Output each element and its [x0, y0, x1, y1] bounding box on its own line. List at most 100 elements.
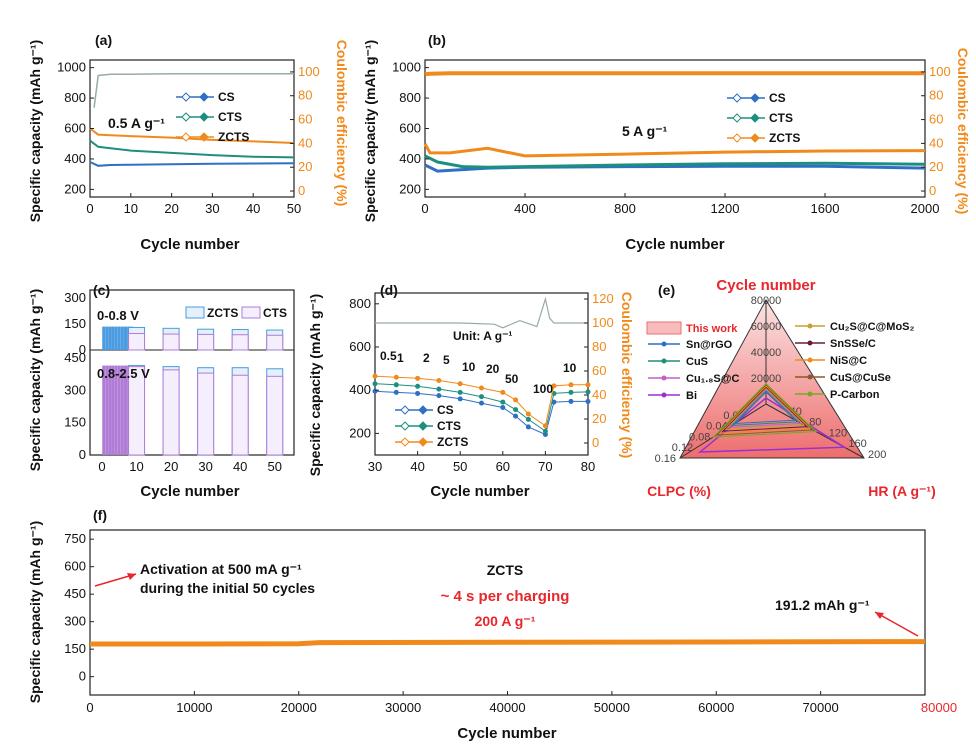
panel-c-early-bar: [108, 365, 112, 455]
panel-c-legend-cts: CTS: [263, 306, 287, 320]
panel-e-legend-marker: [661, 375, 667, 381]
panel-b-y2-tick-label: 40: [929, 135, 943, 150]
panel-e-series-polygon: [712, 382, 818, 438]
panel-b-x-tick-label: 0: [421, 201, 428, 216]
panel-f-y-tick-label: 450: [64, 586, 86, 601]
panel-a-x-tick-label: 20: [164, 201, 178, 216]
panel-b-y2-tick-label: 60: [929, 112, 943, 127]
panel-c-legend-zcts-swatch: [185, 306, 205, 319]
panel-e-cycle-tick: 20000: [751, 373, 782, 385]
panel-a-legend-CTS-marker-open: [181, 112, 191, 122]
panel-f-initial: during the initial 50 cycles: [140, 580, 315, 596]
panel-e-legend-item: Bi: [686, 390, 697, 402]
panel-f-x-tick-label: 50000: [594, 700, 630, 715]
panel-f-y-tick-label: 300: [64, 614, 86, 629]
panel-d-y2-tick-label: 60: [592, 363, 606, 378]
panel-c-early-bar: [102, 365, 106, 455]
panel-a-y2-tick-label: 60: [298, 112, 312, 127]
panel-d-legend-CTS-label: CTS: [437, 419, 461, 433]
panel-a-x-tick-label: 50: [287, 201, 301, 216]
panel-e-hr-tick: 120: [829, 427, 847, 439]
panel-b-series-CTS: [424, 154, 926, 169]
panel-e-legend-marker: [661, 392, 667, 398]
panel-e-this-work-area: [679, 299, 865, 459]
panel-b-x-tick-label: 1200: [711, 201, 740, 216]
panel-a-y2-tick-label: 0: [298, 183, 305, 198]
panel-b-label: (b): [428, 32, 446, 48]
panel-d-y-tick-label: 200: [349, 425, 371, 440]
panel-c-bottom-tick-label: 150: [64, 415, 86, 430]
panel-d-x-tick-label: 60: [496, 459, 510, 474]
panel-d-legend-CS-marker-filled: [418, 405, 428, 415]
panel-e-legend-this-work-swatch: [646, 321, 682, 335]
panel-d-x-tick-label: 40: [410, 459, 424, 474]
panel-b-y2-tick-label: 20: [929, 159, 943, 174]
panel-a-x-tick-label: 10: [124, 201, 138, 216]
panel-e-axis-hr: HR (A g⁻¹): [868, 483, 936, 499]
panel-e-axis-clpc: CLPC (%): [647, 483, 711, 499]
panel-d-x-tick-label: 30: [368, 459, 382, 474]
panel-e-legend-item: CuS@CuSe: [830, 372, 891, 384]
panel-d-series-CS: [374, 390, 588, 436]
panel-a-y2-tick-label: 20: [298, 159, 312, 174]
panel-f-arrow-right: [874, 611, 919, 637]
panel-b-x-tick-label: 800: [614, 201, 636, 216]
panel-b-y-tick-label: 200: [399, 181, 421, 196]
panel-c-frame: [89, 289, 295, 456]
panel-a-annotation: 0.5 A g⁻¹: [108, 115, 165, 131]
panel-c-early-bar: [105, 326, 109, 350]
panel-d-rate-label: 20: [486, 362, 500, 376]
panel-d-rate-label: 1: [397, 351, 404, 365]
panel-e-legend-item: NiS@C: [830, 355, 867, 367]
panel-d-rate-label: 10: [563, 361, 577, 375]
panel-b-legend-ZCTS-marker-filled: [750, 133, 760, 143]
panel-c-x-tick-label: 40: [233, 459, 247, 474]
panel-b-legend-ZCTS-label: ZCTS: [769, 131, 800, 145]
panel-d-rate-label: 5: [443, 353, 450, 367]
panel-e-clpc-tick: 0.12: [672, 442, 693, 454]
panel-a-legend-ZCTS-marker-filled: [199, 132, 209, 142]
panel-e-legend-item: Cu₂S@C@MoS₂: [830, 321, 915, 333]
panel-e-label: (e): [658, 282, 675, 298]
panel-b-legend-CS-marker-filled: [750, 93, 760, 103]
panel-c-bottom-tick-label: 0: [79, 447, 86, 462]
panel-c-x-tick-label: 30: [198, 459, 212, 474]
panel-e-legend-marker: [807, 391, 813, 397]
panel-a-ce: [93, 72, 294, 108]
panel-c-early-bar: [117, 365, 121, 455]
panel-e-legend-item: CuS: [686, 356, 708, 368]
panel-f-series-name: ZCTS: [487, 562, 524, 578]
panel-e-hr-tick: 160: [848, 438, 866, 450]
panel-c-bar-cts-bottom: [197, 372, 215, 456]
panel-e-legend-marker: [807, 357, 813, 363]
panel-c-early-bar: [117, 326, 121, 350]
panel-c-bar-cts-bottom: [231, 374, 249, 456]
panel-f-x-tick-label: 0: [86, 700, 93, 715]
panel-e-clpc-tick: 0.16: [655, 453, 676, 465]
panel-e-legend-marker: [807, 323, 813, 329]
panel-c-early-bar: [120, 365, 124, 455]
panel-e-legend-item: SnSSe/C: [830, 338, 876, 350]
panel-d-legend-CS-marker-open: [400, 405, 410, 415]
panel-f-x-tick-label: 10000: [176, 700, 212, 715]
panel-c-bar-cts-top: [231, 334, 249, 351]
panel-b-y-tick-label: 600: [399, 121, 421, 136]
panel-e-legend-item: P-Carbon: [830, 389, 880, 401]
panel-d-y2-tick-label: 40: [592, 387, 606, 402]
panel-e-hr-tick: 200: [868, 449, 886, 461]
panel-d-rate-label: 0.5: [380, 349, 397, 363]
panel-a-xlabel: Cycle number: [140, 236, 239, 253]
panel-e-cycle-tick: 60000: [751, 321, 782, 333]
panel-e-series-polygon: [727, 388, 803, 428]
panel-e-legend-marker: [661, 358, 667, 364]
panel-a-legend-CS-marker-filled: [199, 92, 209, 102]
panel-a-y-tick-label: 1000: [57, 60, 86, 75]
panel-c-bar-cts-top: [197, 333, 215, 351]
panel-a-legend-CS-label: CS: [218, 90, 235, 104]
panel-c-early-bar: [105, 365, 109, 455]
panel-d-unit: Unit: A g⁻¹: [453, 329, 512, 343]
panel-f-final-value: 191.2 mAh g⁻¹: [775, 597, 870, 613]
panel-b-y2-tick-label: 0: [929, 183, 936, 198]
panel-a-legend-ZCTS-label: ZCTS: [218, 130, 249, 144]
